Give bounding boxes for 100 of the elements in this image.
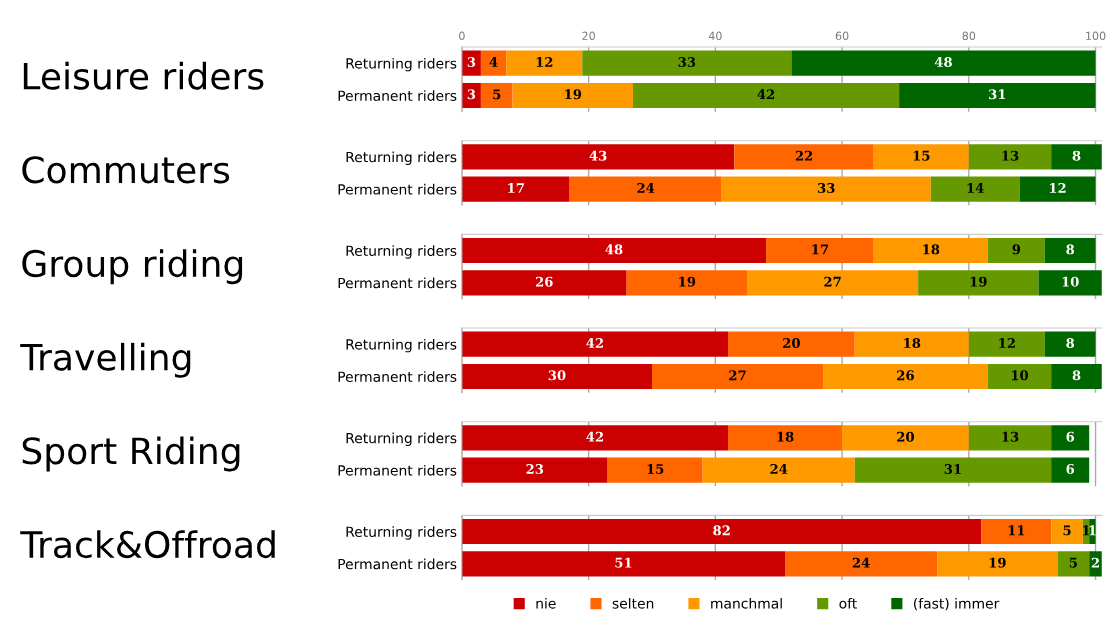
data-label: 20 <box>783 338 800 349</box>
bar <box>506 50 583 76</box>
bar <box>461 176 570 202</box>
bar <box>512 82 633 109</box>
data-label: 11 <box>1008 525 1025 536</box>
bar <box>728 331 855 357</box>
data-label: 5 <box>493 89 501 100</box>
bar <box>823 363 988 390</box>
y-tick-label: Permanent riders <box>338 183 457 195</box>
data-label: 12 <box>536 57 553 67</box>
y-tick-label: Permanent riders <box>338 464 457 476</box>
bar <box>842 425 969 451</box>
text: Track&Offroad <box>20 530 275 559</box>
data-label: 13 <box>1002 150 1019 161</box>
bar <box>854 457 1052 483</box>
bar <box>785 551 938 577</box>
data-label: 15 <box>913 150 930 161</box>
bar <box>461 363 652 390</box>
legend-label: nie <box>536 597 556 609</box>
bar <box>791 50 1096 76</box>
data-label: 33 <box>678 57 696 67</box>
data-label: 30 <box>548 370 566 381</box>
x-tick-label: 0 <box>459 31 465 41</box>
bar <box>607 457 703 483</box>
data-label: 5 <box>1069 557 1077 568</box>
text: Group riding <box>22 249 243 285</box>
data-label: 19 <box>565 89 582 100</box>
text: Leisure riders <box>23 61 264 90</box>
data-label: 20 <box>897 431 914 442</box>
data-label: 24 <box>852 557 870 568</box>
data-label: 10 <box>1011 370 1029 381</box>
bar <box>987 363 1052 390</box>
data-label: 17 <box>812 244 828 255</box>
data-label: 82 <box>713 525 730 536</box>
data-label: 6 <box>1066 464 1075 474</box>
bar <box>461 331 729 357</box>
data-label: 23 <box>526 464 544 474</box>
bar <box>582 50 792 76</box>
bar <box>569 176 722 202</box>
data-label: 5 <box>1063 525 1071 536</box>
data-label: 18 <box>923 244 940 255</box>
text: Travelling <box>20 342 191 378</box>
bar <box>632 82 900 109</box>
data-label: 8 <box>1072 370 1081 381</box>
bar <box>461 457 608 483</box>
y-tick-label: Permanent riders <box>338 558 457 570</box>
y-tick-label: Returning riders <box>346 57 457 72</box>
bar <box>1019 176 1096 202</box>
y-tick-label: Permanent riders <box>338 277 457 289</box>
y-tick-label: Returning riders <box>346 526 457 540</box>
data-label: 8 <box>1066 338 1075 349</box>
bar <box>1038 270 1102 296</box>
data-label: 9 <box>1012 244 1021 255</box>
data-label: 13 <box>1002 431 1019 442</box>
bar <box>930 176 1020 202</box>
x-tick-label: 40 <box>708 31 722 41</box>
text: Commuters <box>22 156 230 184</box>
bar <box>461 551 786 577</box>
data-label: 19 <box>970 276 987 287</box>
data-label: 42 <box>757 89 775 100</box>
data-label: 42 <box>586 431 603 442</box>
data-label: 12 <box>1049 182 1066 193</box>
x-tick-label: 20 <box>582 31 595 41</box>
data-label: 14 <box>967 182 984 193</box>
data-label: 31 <box>989 89 1006 100</box>
data-label: 22 <box>795 150 813 161</box>
data-label: 48 <box>934 57 952 67</box>
bar <box>873 237 988 264</box>
x-tick-label: 100 <box>1086 31 1106 41</box>
bar <box>987 237 1045 264</box>
bar <box>873 144 969 170</box>
bar <box>1044 331 1096 357</box>
data-label: 33 <box>817 182 835 193</box>
data-label: 42 <box>586 338 603 348</box>
bar <box>1051 457 1090 483</box>
bar <box>747 270 919 296</box>
bar <box>968 144 1052 170</box>
bar <box>1051 144 1102 170</box>
bar <box>461 237 767 264</box>
bar <box>766 237 874 264</box>
data-label: 3 <box>467 89 476 100</box>
bar <box>968 331 1045 357</box>
data-label: 4 <box>489 57 498 67</box>
bar <box>480 50 507 76</box>
data-label: 24 <box>637 182 655 193</box>
y-tick-label: Returning riders <box>346 338 457 353</box>
bar <box>461 425 729 451</box>
y-tick-label: Returning riders <box>346 245 457 259</box>
bar <box>728 425 843 451</box>
data-label: 12 <box>999 338 1015 348</box>
data-label: 1 <box>1089 525 1096 536</box>
data-label: 27 <box>729 370 746 381</box>
bar <box>1044 237 1096 264</box>
bar <box>981 518 1052 545</box>
bar <box>734 144 874 170</box>
data-label: 24 <box>770 464 788 474</box>
data-label: 31 <box>944 464 961 474</box>
bar <box>651 363 824 390</box>
bar <box>721 176 931 202</box>
data-label: 19 <box>679 276 696 287</box>
